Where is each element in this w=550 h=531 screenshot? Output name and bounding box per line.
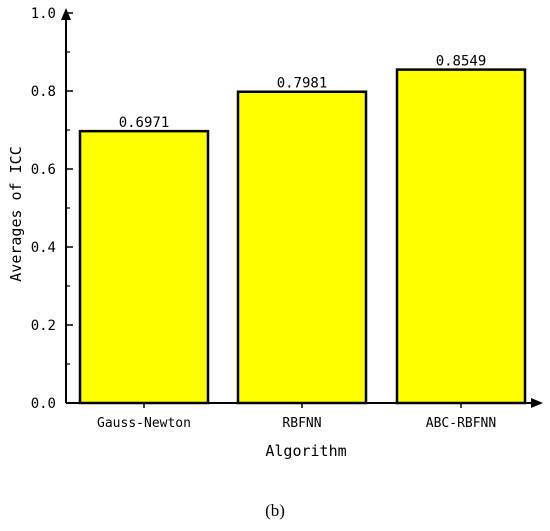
x-tick-label: ABC-RBFNN — [426, 416, 496, 431]
x-axis-title: Algorithm — [265, 442, 346, 460]
panel-label: (b) — [265, 501, 285, 520]
x-tick-label: Gauss-Newton — [97, 416, 191, 431]
y-tick-label: 1.0 — [31, 6, 56, 22]
bar-abc-rbfnn — [395, 68, 527, 405]
y-tick-label: 0.6 — [31, 162, 56, 178]
bar-gauss-newton — [78, 129, 210, 405]
x-tick-label: RBFNN — [282, 416, 321, 431]
bar-rbfnn — [236, 90, 368, 405]
x-axis-arrow — [531, 398, 543, 408]
data-label: 0.8549 — [436, 54, 487, 70]
y-axis-arrow — [61, 8, 71, 20]
axes-group — [61, 8, 543, 408]
y-tick-label: 0.4 — [31, 240, 56, 256]
bars-group — [78, 68, 527, 405]
data-label: 0.6971 — [119, 115, 170, 131]
y-tick-label: 0.2 — [31, 318, 56, 334]
y-tick-label: 0.0 — [31, 396, 56, 412]
labels-group: 0.6971 Gauss-Newton 0.7981 RBFNN 0.8549 ABC-R… — [31, 6, 497, 431]
data-label: 0.7981 — [277, 76, 328, 92]
y-tick-label: 0.8 — [31, 84, 56, 100]
y-axis-title: Averages of ICC — [7, 146, 25, 281]
